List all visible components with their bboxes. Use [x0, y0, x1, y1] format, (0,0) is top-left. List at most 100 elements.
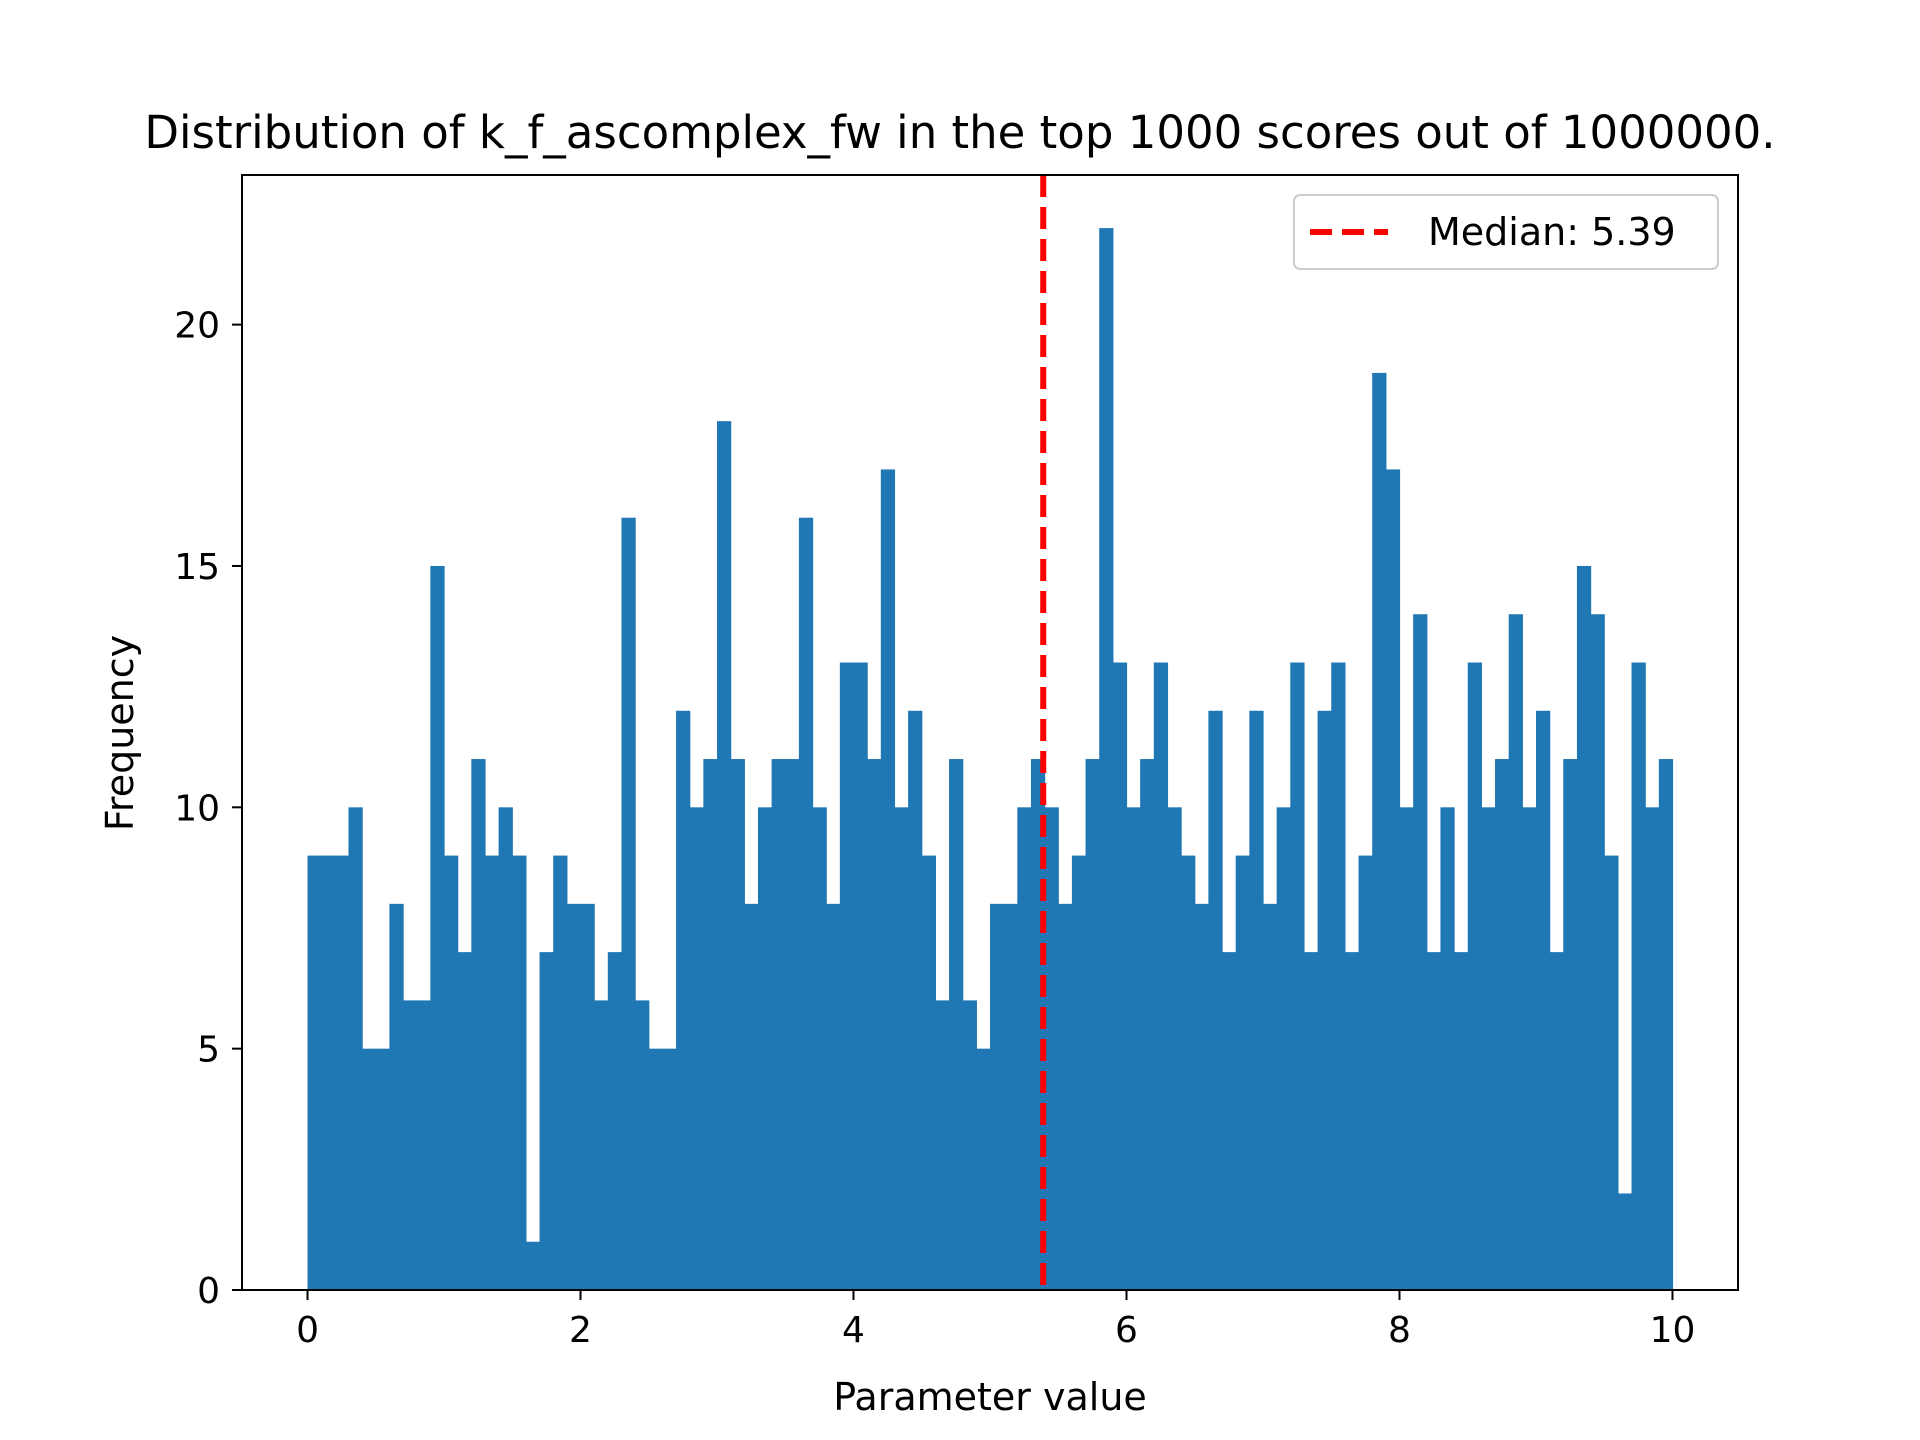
histogram-bar: [539, 952, 554, 1290]
histogram-bar: [389, 903, 404, 1290]
histogram-bar: [553, 855, 568, 1290]
histogram-bar: [348, 807, 363, 1290]
histogram-bar: [1495, 759, 1510, 1290]
histogram-bar: [1071, 855, 1087, 1290]
histogram-bar: [484, 855, 500, 1290]
x-tick-label: 6: [1115, 1310, 1138, 1351]
histogram-bar: [1126, 807, 1141, 1290]
y-axis-label: Frequency: [98, 635, 142, 831]
histogram-bar: [717, 421, 732, 1290]
histogram-bar: [1413, 614, 1428, 1290]
histogram-bar: [757, 807, 773, 1290]
histogram-bar: [1331, 662, 1346, 1290]
histogram-bar: [1385, 469, 1401, 1290]
histogram-bar: [1181, 855, 1196, 1290]
histogram-bar: [416, 1000, 431, 1290]
histogram-bar: [375, 1048, 391, 1290]
chart-title: Distribution of k_f_ascomplex_fw in the …: [144, 106, 1775, 159]
histogram-bar: [321, 855, 336, 1290]
histogram-bar: [812, 807, 827, 1290]
histogram-bar: [798, 517, 814, 1290]
histogram-bar: [1535, 710, 1551, 1290]
histogram-bar: [471, 759, 486, 1290]
histogram-bar: [594, 1000, 609, 1290]
histogram-bar: [1658, 759, 1674, 1290]
histogram-bar: [1481, 807, 1496, 1290]
histogram-bar: [1167, 807, 1182, 1290]
histogram-bar: [362, 1048, 377, 1290]
histogram-bar: [1440, 807, 1455, 1290]
histogram-bar: [498, 807, 513, 1290]
histogram-bar: [839, 662, 855, 1290]
histogram-bar: [867, 759, 882, 1290]
legend: Median: 5.39: [1293, 194, 1719, 270]
x-tick-label: 8: [1388, 1310, 1411, 1351]
histogram-bar: [1235, 855, 1250, 1290]
x-tick-label: 0: [296, 1310, 319, 1351]
y-tick-label: 5: [197, 1030, 220, 1071]
histogram-bar: [1617, 1193, 1633, 1290]
x-tick-label: 4: [842, 1310, 865, 1351]
histogram-bar: [1044, 807, 1059, 1290]
histogram-bar: [744, 903, 759, 1290]
y-tick-label: 15: [174, 547, 220, 588]
histogram-bar: [1563, 759, 1578, 1290]
histogram-bar: [1522, 807, 1537, 1290]
histogram-bar: [444, 855, 459, 1290]
histogram-bar: [703, 759, 718, 1290]
histogram-bar: [1358, 855, 1373, 1290]
y-tick-label: 10: [174, 788, 220, 829]
histogram-bar: [1303, 952, 1319, 1290]
x-tick-label: 2: [569, 1310, 592, 1351]
histogram-bar: [607, 952, 623, 1290]
histogram-bar: [962, 1000, 977, 1290]
histogram-bar: [307, 855, 322, 1290]
histogram-bar: [1262, 903, 1278, 1290]
histogram-bar: [853, 662, 868, 1290]
histogram-bar: [1454, 952, 1469, 1290]
axis-ticks: 0 2 4 6 8 10 0 5 10 15 20: [174, 306, 1695, 1351]
histogram-bar: [525, 1241, 541, 1290]
plot-frame: [241, 174, 1739, 1291]
histogram-bar: [457, 952, 472, 1290]
histogram-bar: [894, 807, 909, 1290]
x-axis-label: Parameter value: [833, 1375, 1147, 1419]
histogram-bar: [334, 855, 350, 1290]
histogram-bar: [1099, 228, 1114, 1291]
histogram-bar: [1344, 952, 1360, 1290]
histogram-bar: [935, 1000, 950, 1290]
histogram-bar: [990, 903, 1005, 1290]
histogram-bar: [566, 903, 582, 1290]
histogram-bar: [1604, 855, 1619, 1290]
histogram-bar: [1645, 807, 1660, 1290]
histogram-bar: [676, 710, 691, 1290]
histogram-bar: [785, 759, 800, 1290]
x-tick-label: 10: [1650, 1310, 1696, 1351]
histogram-bar: [826, 903, 841, 1290]
histogram-bar: [1140, 759, 1155, 1290]
histogram-bar: [1590, 614, 1605, 1290]
histogram-bar: [1112, 662, 1128, 1290]
histogram-bar: [1017, 807, 1032, 1290]
histogram-bar: [1372, 372, 1387, 1290]
histogram-bar: [1222, 952, 1237, 1290]
histogram-bar: [1399, 807, 1414, 1290]
histogram-bar: [921, 855, 936, 1290]
histogram-bar: [908, 710, 923, 1290]
legend-box: [1293, 194, 1719, 270]
histogram-bar: [662, 1048, 677, 1290]
histogram-bar: [580, 903, 595, 1290]
histogram-bar: [1085, 759, 1100, 1290]
y-tick-label: 20: [174, 306, 220, 347]
histogram-bar: [430, 565, 445, 1290]
histogram-bar: [1467, 662, 1482, 1290]
histogram-bar: [976, 1048, 991, 1290]
histogram-bar: [689, 807, 704, 1290]
histogram-bar: [1549, 952, 1564, 1290]
histogram-bar: [512, 855, 527, 1290]
histogram-bar: [621, 517, 636, 1290]
histogram-bar: [1208, 710, 1223, 1290]
bar-group: [307, 228, 1674, 1291]
histogram-bar: [1249, 710, 1264, 1290]
